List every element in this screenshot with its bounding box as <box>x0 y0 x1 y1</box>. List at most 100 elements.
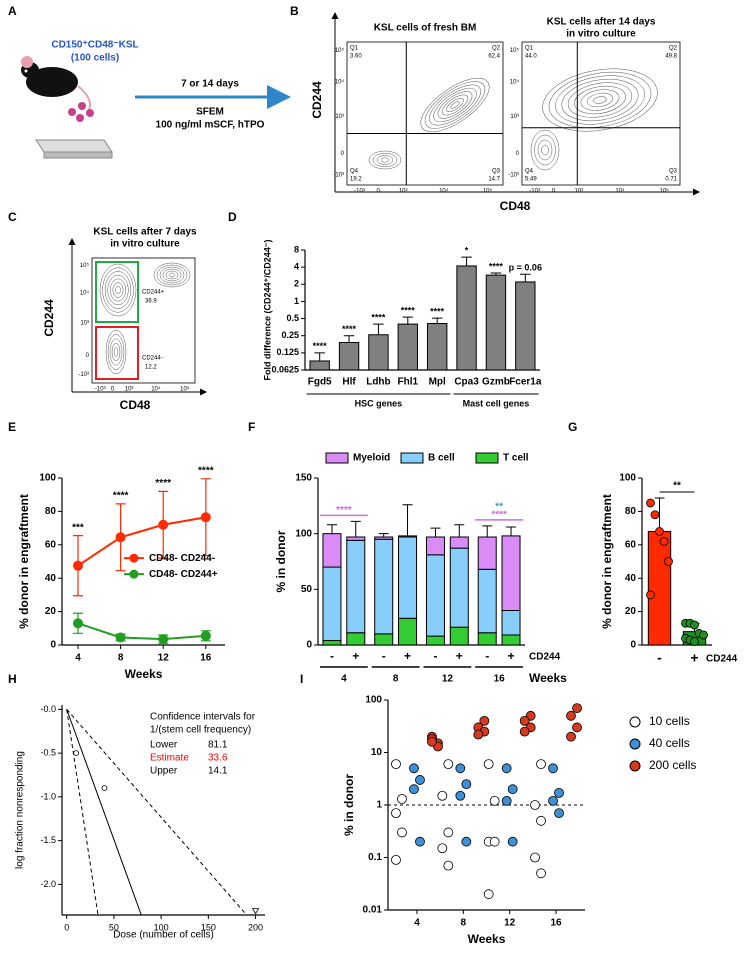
error-bar <box>314 352 325 361</box>
x-tick-label: 200 <box>248 922 263 932</box>
x-tick-label: 4 <box>75 653 81 664</box>
contour <box>574 85 626 115</box>
x-tick-label: -10³ <box>95 387 106 393</box>
significance: **** <box>155 478 171 489</box>
point <box>115 532 126 543</box>
legend-label: 200 cells <box>649 758 696 772</box>
contour <box>156 264 188 286</box>
x-tick-label: 10⁵ <box>180 386 190 393</box>
x-tick-label: - <box>330 649 334 663</box>
point <box>646 590 655 600</box>
x-tick-label: + <box>404 649 411 663</box>
point <box>690 637 699 647</box>
contour <box>165 270 179 280</box>
plot-title: in vitro culture <box>566 29 636 40</box>
x-tick-label: 0 <box>377 189 381 195</box>
x-axis-label: CD48 <box>500 199 531 213</box>
point <box>536 868 546 879</box>
point <box>200 630 211 641</box>
y-tick-label: 0 <box>86 353 90 359</box>
x-tick-label: 10⁴ <box>151 386 161 393</box>
legend-label: CD48- CD244+ <box>149 569 218 580</box>
y-tick-label: 10⁴ <box>510 79 520 86</box>
contour <box>420 77 490 133</box>
legend-label: T cell <box>503 453 529 464</box>
plot-title: KSL cells after 7 days <box>93 227 197 238</box>
gate <box>95 261 139 323</box>
error-bar <box>378 533 389 538</box>
legend-marker <box>129 569 139 579</box>
bar-segment <box>374 633 394 646</box>
quadrant-value: 19.2 <box>350 177 362 183</box>
contour <box>368 150 402 170</box>
x-tick-label: Gzmb <box>482 377 510 388</box>
point <box>409 784 419 795</box>
point <box>158 634 169 645</box>
point <box>699 630 708 640</box>
contour <box>433 87 477 123</box>
group-label: 4 <box>341 674 347 685</box>
bar-segment <box>374 538 394 635</box>
y-tick-label: 10⁴ <box>335 79 345 86</box>
quadrant-name: Q2 <box>669 46 678 52</box>
y-tick-label: 0 <box>341 151 345 157</box>
error-bar <box>373 323 384 335</box>
ci-label: Upper <box>150 766 178 777</box>
x-tick-label: 10³ <box>399 189 408 195</box>
y-tick-label: 10⁵ <box>510 47 520 54</box>
bar-segment <box>501 634 521 646</box>
error-bar <box>350 520 361 538</box>
bar <box>647 530 672 646</box>
x-tick-label: 8 <box>118 653 124 664</box>
bar-segment <box>425 554 445 637</box>
bar-segment <box>346 536 366 541</box>
point <box>519 726 530 737</box>
contour <box>429 84 481 126</box>
y-tick-label: 1 <box>294 296 299 306</box>
quadrant-name: Q2 <box>492 46 501 52</box>
group-label: 16 <box>494 674 506 685</box>
point <box>443 827 454 838</box>
contour <box>542 68 658 132</box>
x-tick-label: 16 <box>200 653 212 664</box>
point <box>554 808 564 819</box>
y-tick-label: 150 <box>295 473 312 484</box>
bar <box>485 274 507 371</box>
panel-label: B <box>290 4 299 18</box>
significance: **** <box>198 465 214 476</box>
point <box>489 836 500 847</box>
error-bar <box>482 525 493 538</box>
significance: **** <box>401 306 416 316</box>
point <box>659 537 669 546</box>
x-tick-label: 0 <box>64 922 69 932</box>
point <box>572 703 582 714</box>
ci-value: 33.6 <box>208 753 228 764</box>
series-line <box>77 516 206 567</box>
contour <box>115 286 121 294</box>
point <box>72 560 83 571</box>
y-tick-label: 8 <box>294 244 299 254</box>
bar-segment <box>322 533 342 568</box>
point <box>530 800 540 810</box>
y-tick-label: 10 <box>371 747 383 758</box>
cell-count: (100 cells) <box>71 53 119 64</box>
x-axis-label: Dose (number of cells) <box>113 930 214 941</box>
point <box>566 710 576 721</box>
bar <box>309 360 330 371</box>
quadrant-value: 0.71 <box>665 177 677 183</box>
point <box>530 852 540 863</box>
bar-segment <box>346 539 366 634</box>
panel-label: D <box>228 210 237 224</box>
bar-segment <box>398 536 418 619</box>
y-tick-label: 10³ <box>510 114 519 120</box>
point <box>489 795 500 806</box>
panel-label: A <box>8 4 17 18</box>
x-tick-label: + <box>508 649 515 663</box>
plot-frame <box>346 41 504 186</box>
x-tick-label: Ldhb <box>366 377 390 388</box>
ci-label: Estimate <box>150 753 189 764</box>
bar-segment <box>398 617 418 646</box>
bar-segment <box>322 640 342 646</box>
x-tick-label: -10³ <box>354 189 365 195</box>
significance: ** <box>673 481 681 492</box>
